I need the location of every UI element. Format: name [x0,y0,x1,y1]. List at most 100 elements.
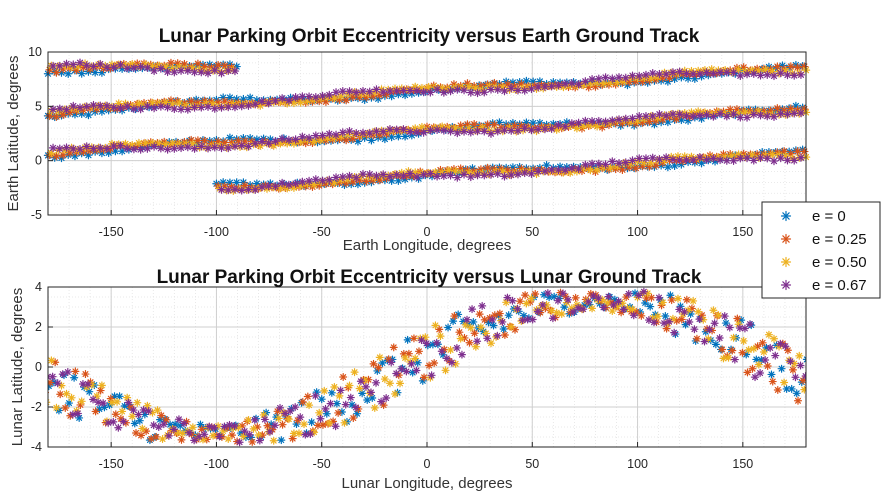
track-marker [116,60,125,70]
chart-title: Lunar Parking Orbit Eccentricity versus … [157,267,702,288]
track-marker [73,409,82,418]
track-marker [500,125,509,135]
track-marker [311,391,320,400]
track-marker [738,348,747,357]
track-marker [711,340,720,349]
legend-marker-icon [780,233,792,245]
track-marker [138,424,147,433]
track-marker [586,165,595,175]
track-marker [581,116,590,126]
track-marker [442,354,451,363]
track-marker [235,438,244,447]
track-marker [62,389,71,398]
track-marker [190,144,199,153]
track-marker [48,356,56,365]
track-marker [776,109,785,118]
track-marker [276,403,285,412]
track-marker [123,393,132,402]
track-marker [156,64,166,73]
track-marker [70,373,79,382]
track-marker [682,155,691,165]
track-marker [143,63,152,73]
track-marker [685,318,694,327]
track-marker [621,158,630,167]
track-marker [675,155,684,165]
legend-entry-label: e = 0 [812,208,846,225]
track-marker [594,74,604,83]
track-marker [628,114,637,123]
track-marker [394,132,403,141]
track-marker [483,163,492,173]
y-tick-label: 10 [28,45,42,59]
track-marker [618,165,627,175]
track-marker [688,155,698,165]
track-marker [412,172,422,182]
track-marker [62,105,71,114]
track-marker [352,88,361,97]
track-marker [426,88,435,97]
track-marker [426,169,435,178]
track-marker [158,435,167,444]
track-marker [338,128,347,137]
track-marker [48,61,58,71]
track-marker [581,77,590,86]
track-marker [89,395,98,404]
track-marker [58,110,68,119]
track-marker [466,128,475,137]
track-marker [763,70,772,79]
track-marker [437,347,446,356]
track-marker [237,186,246,195]
track-marker [533,125,543,134]
track-marker [673,294,682,303]
track-marker [522,299,531,308]
track-marker [197,425,206,434]
track-marker [504,311,513,320]
track-marker [768,67,777,76]
track-marker [345,381,354,390]
track-marker [52,68,61,77]
track-marker [439,171,449,181]
track-marker [244,101,253,110]
track-marker [352,128,361,138]
track-marker [606,163,615,173]
track-marker [307,418,316,427]
track-marker [217,143,226,153]
track-marker [457,350,466,359]
track-marker [380,134,390,144]
track-marker [503,79,513,89]
track-marker [325,90,334,100]
track-marker [513,86,523,95]
track-marker [254,430,263,439]
track-marker [792,389,801,398]
legend-marker-icon [780,210,792,222]
track-marker [763,361,772,370]
track-marker [493,85,502,94]
track-marker [686,309,695,318]
lunar-ground-track-panel: -150 -100 -50 0 50 100 150 -4 -2 0 2 4 Lunar Parkin… [9,267,807,492]
track-marker [129,144,139,154]
track-marker [144,407,153,416]
track-marker [773,62,782,71]
track-marker [560,165,570,175]
track-marker [170,104,179,114]
track-marker [594,159,604,168]
track-marker [245,430,254,439]
track-marker [419,128,428,137]
track-marker [527,294,536,303]
track-marker [439,126,449,135]
track-marker [264,99,273,108]
track-marker [776,339,785,348]
y-tick-label: -2 [31,400,42,414]
track-marker [339,373,348,382]
track-marker [614,115,624,124]
track-marker [493,169,502,179]
track-marker [250,415,259,424]
track-marker [109,417,118,426]
track-marker [572,124,582,133]
track-marker [783,110,792,119]
track-marker [156,144,166,153]
track-marker [661,69,671,79]
track-marker [174,415,183,424]
track-marker [392,86,401,96]
